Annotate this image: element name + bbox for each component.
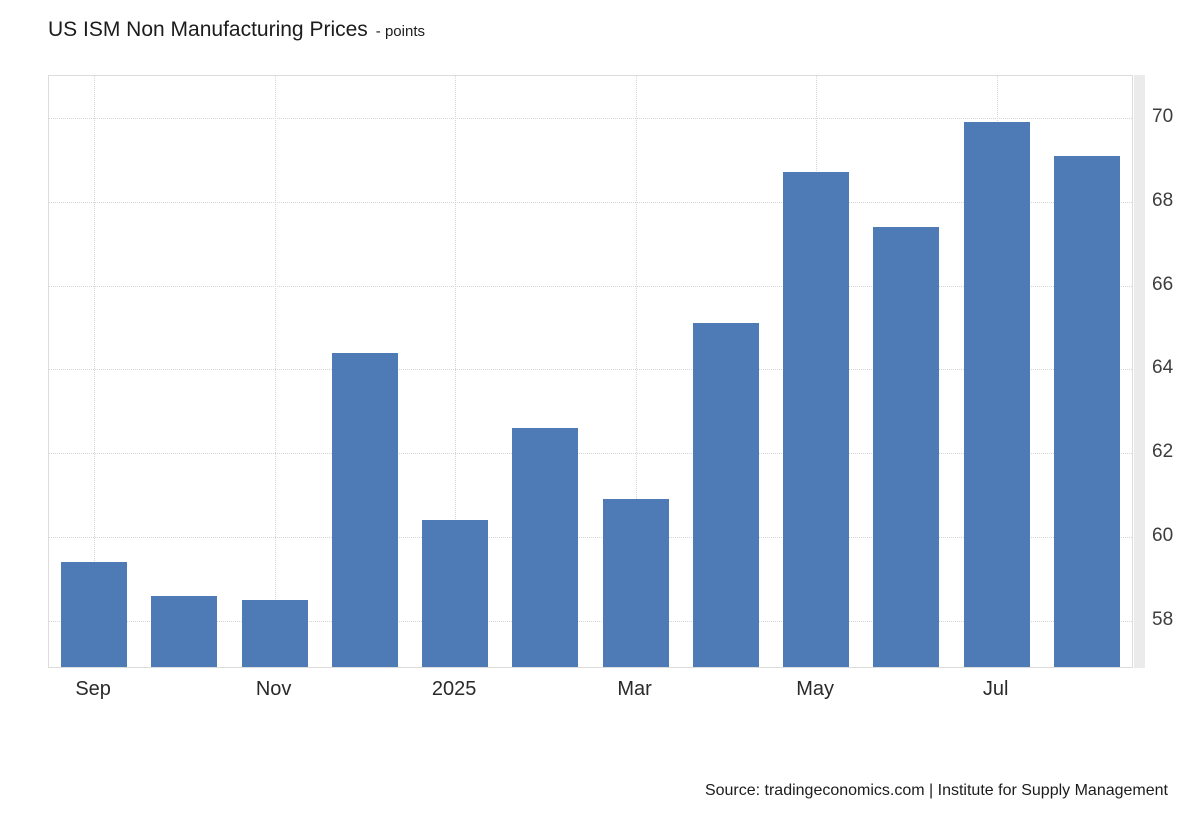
h-gridline <box>49 285 1132 287</box>
h-gridline <box>49 537 1132 539</box>
h-gridline <box>49 369 1132 371</box>
y-tick-label: 62 <box>1152 441 1174 463</box>
bar-dec-2024[interactable] <box>331 352 398 667</box>
chart-subtitle: - points <box>375 23 425 40</box>
y-tick-label: 68 <box>1152 189 1174 211</box>
v-gridline <box>274 76 276 667</box>
h-gridline <box>49 201 1132 203</box>
bar-jan-2025[interactable] <box>422 520 489 667</box>
x-tick-label: Jul <box>982 678 1009 700</box>
bar-jun-2025[interactable] <box>873 226 940 667</box>
chart-title: US ISM Non Manufacturing Prices <box>48 18 368 41</box>
bar-feb-2025[interactable] <box>512 428 579 667</box>
y-axis-strip <box>1134 75 1145 668</box>
bar-aug-2025[interactable] <box>1053 155 1120 667</box>
x-tick-label: Sep <box>75 678 111 700</box>
v-gridline <box>455 76 457 667</box>
h-gridline <box>49 117 1132 119</box>
h-gridline <box>49 453 1132 455</box>
y-tick-label: 66 <box>1152 273 1174 295</box>
x-tick-label: 2025 <box>431 678 477 700</box>
bar-oct-2024[interactable] <box>151 595 218 667</box>
v-gridline <box>635 76 637 667</box>
y-tick-label: 70 <box>1152 105 1174 127</box>
bar-jul-2025[interactable] <box>963 122 1030 667</box>
chart-header: US ISM Non Manufacturing Prices - points <box>48 18 425 42</box>
y-axis: 58 60 62 64 66 68 70 <box>1152 75 1198 668</box>
v-gridline <box>94 76 96 667</box>
y-tick-label: 60 <box>1152 525 1174 547</box>
x-tick-label: May <box>796 678 835 700</box>
y-tick-label: 64 <box>1152 357 1174 379</box>
bar-nov-2024[interactable] <box>241 599 308 667</box>
plot-area <box>48 75 1133 668</box>
source-attribution: Source: tradingeconomics.com | Institute… <box>704 782 1168 799</box>
bar-may-2025[interactable] <box>783 172 850 667</box>
x-axis: Sep Nov 2025 Mar May Jul <box>48 678 1133 710</box>
x-tick-label: Mar <box>617 678 652 700</box>
h-gridline <box>49 620 1132 622</box>
x-tick-label: Nov <box>255 678 292 700</box>
bar-sep-2024[interactable] <box>61 562 128 667</box>
bar-mar-2025[interactable] <box>602 499 669 667</box>
bar-apr-2025[interactable] <box>692 323 759 667</box>
y-tick-label: 58 <box>1152 608 1174 630</box>
